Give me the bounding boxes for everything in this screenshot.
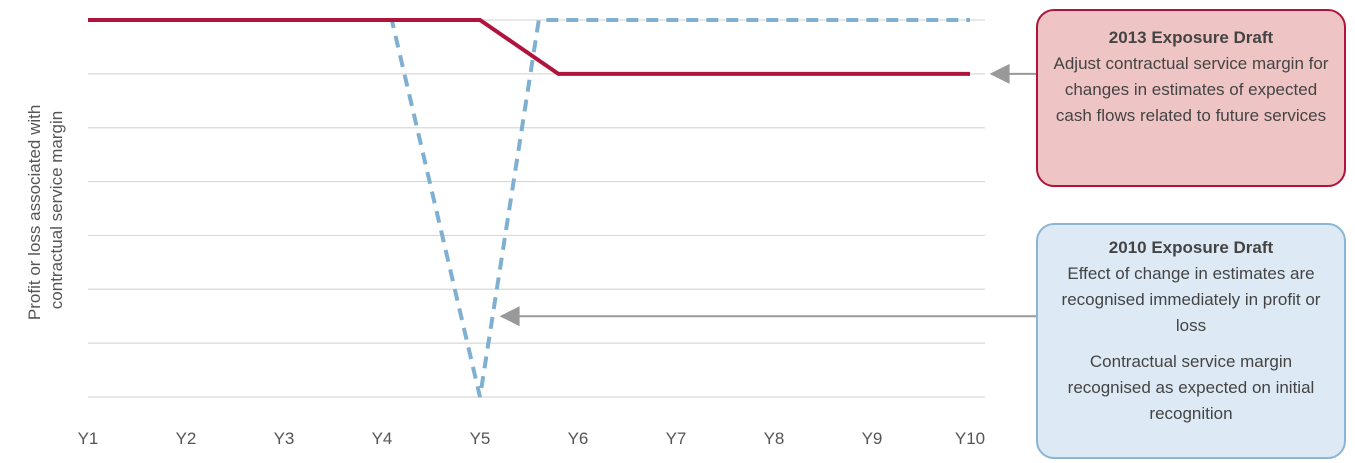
annotation-arrow-head (989, 63, 1010, 84)
callout-2010-note: Contractual service margin recognised as… (1067, 352, 1315, 423)
callout-2010-title: 2010 Exposure Draft (1108, 238, 1274, 257)
y-axis-label-line2: contractual service margin (47, 111, 66, 309)
x-tick-label: Y2 (176, 429, 197, 448)
x-tick-label: Y9 (862, 429, 883, 448)
callout-2013-title: 2013 Exposure Draft (1108, 28, 1274, 47)
callout-2010-exposure-draft: 2010 Exposure Draft Effect of change in … (1036, 223, 1346, 459)
callout-2013-exposure-draft: 2013 Exposure Draft Adjust contractual s… (1036, 9, 1346, 187)
x-tick-label: Y7 (666, 429, 687, 448)
x-tick-label: Y5 (470, 429, 491, 448)
y-axis-label-line1: Profit or loss associated with (25, 105, 44, 320)
callout-2010-body: Effect of change in estimates are recogn… (1061, 264, 1321, 335)
annotation-arrow-head (499, 306, 520, 327)
x-axis-ticks: Y1 Y2 Y3 Y4 Y5 Y6 Y7 Y8 Y9 Y10 (78, 429, 986, 448)
callout-2013-body: Adjust contractual service margin for ch… (1053, 54, 1329, 125)
gridlines (88, 19, 985, 398)
x-tick-label: Y1 (78, 429, 99, 448)
series-line (88, 18, 970, 398)
x-tick-label: Y4 (372, 429, 393, 448)
series-line (88, 18, 970, 76)
y-axis-label: Profit or loss associated with contractu… (25, 100, 66, 320)
x-tick-label: Y6 (568, 429, 589, 448)
series-layer (88, 18, 970, 398)
x-tick-label: Y8 (764, 429, 785, 448)
x-tick-label: Y3 (274, 429, 295, 448)
x-tick-label: Y10 (955, 429, 985, 448)
annotation-arrows (499, 63, 1036, 327)
